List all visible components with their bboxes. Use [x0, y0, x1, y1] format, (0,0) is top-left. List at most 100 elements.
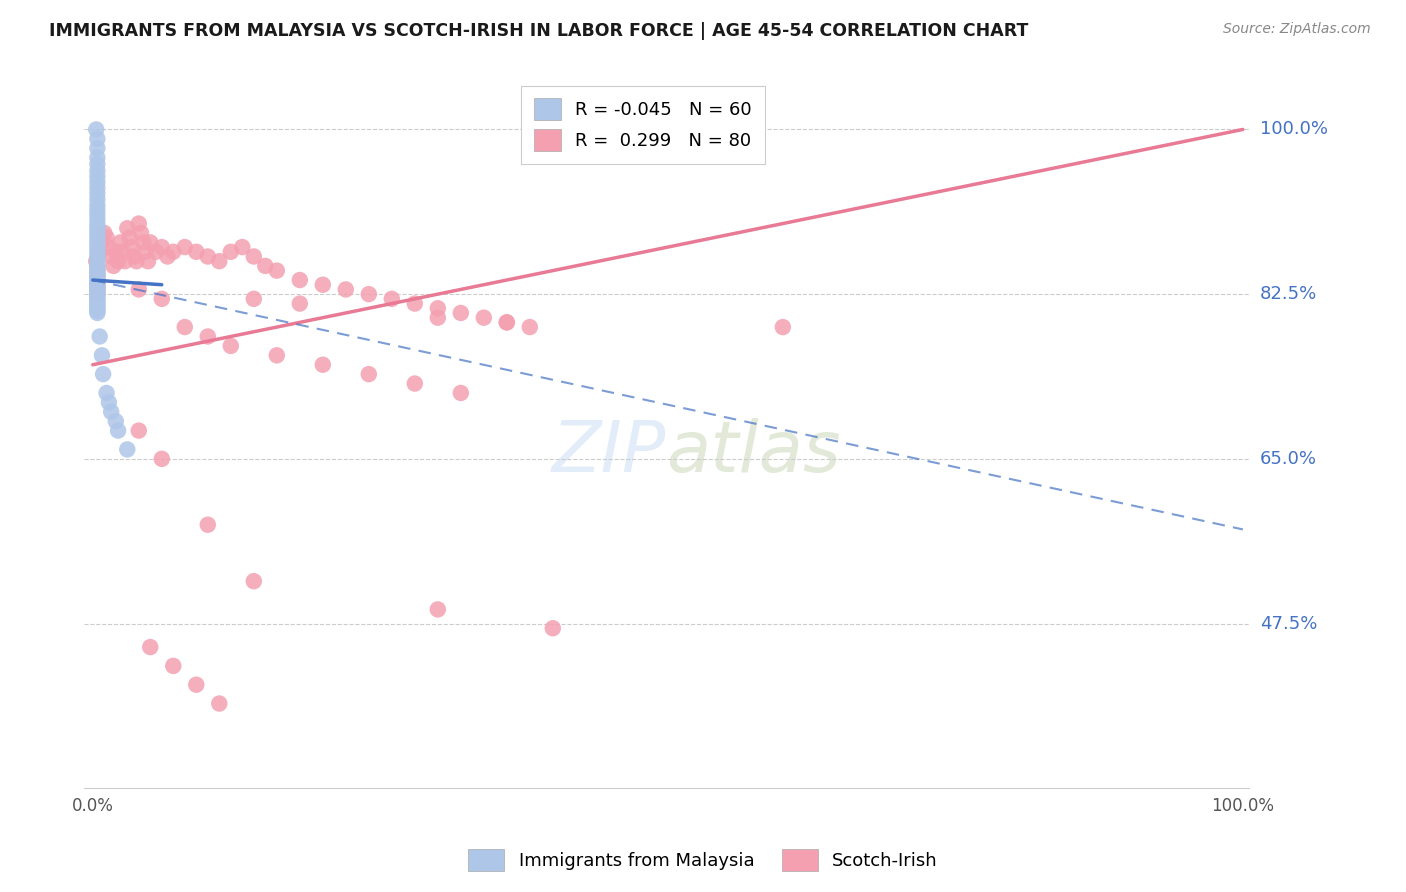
Point	[357, 367, 380, 381]
Point	[86, 227, 108, 242]
Point	[118, 230, 141, 244]
Point	[86, 257, 108, 271]
Point	[243, 250, 266, 264]
Text: Source: ZipAtlas.com: Source: ZipAtlas.com	[1223, 22, 1371, 37]
Point	[426, 602, 449, 616]
Point	[86, 207, 108, 221]
Point	[97, 240, 120, 254]
Point	[772, 320, 794, 334]
Point	[86, 302, 108, 317]
Point	[86, 141, 108, 155]
Point	[86, 272, 108, 286]
Point	[243, 292, 266, 306]
Point	[100, 250, 122, 264]
Point	[132, 235, 155, 250]
Point	[86, 263, 108, 277]
Point	[86, 289, 108, 303]
Point	[86, 277, 108, 292]
Point	[128, 424, 150, 438]
Point	[150, 240, 173, 254]
Point	[86, 254, 108, 268]
Point	[86, 287, 108, 301]
Point	[86, 217, 108, 231]
Point	[89, 244, 111, 259]
Point	[208, 254, 231, 268]
Point	[404, 296, 426, 310]
Point	[150, 451, 173, 466]
Point	[128, 217, 150, 231]
Point	[519, 320, 541, 334]
Point	[162, 244, 184, 259]
Point	[426, 310, 449, 325]
Point	[86, 169, 108, 184]
Point	[86, 277, 108, 292]
Point	[86, 251, 108, 265]
Point	[86, 235, 108, 250]
Point	[135, 244, 157, 259]
Point	[86, 151, 108, 165]
Point	[426, 301, 449, 316]
Point	[86, 260, 108, 274]
Point	[86, 220, 108, 235]
Point	[86, 132, 108, 146]
Point	[86, 259, 108, 273]
Point	[86, 284, 108, 298]
Point	[103, 259, 125, 273]
Point	[197, 250, 219, 264]
Point	[93, 226, 115, 240]
Point	[91, 235, 114, 250]
Point	[89, 329, 111, 343]
Point	[96, 230, 118, 244]
Point	[86, 279, 108, 293]
Point	[86, 273, 108, 287]
Point	[312, 277, 335, 292]
Point	[121, 240, 143, 254]
Point	[117, 221, 139, 235]
Point	[357, 287, 380, 301]
Point	[335, 282, 357, 296]
Point	[162, 659, 184, 673]
Point	[86, 246, 108, 260]
Point	[86, 285, 108, 300]
Point	[197, 517, 219, 532]
Point	[84, 254, 107, 268]
Point	[288, 296, 311, 310]
Point	[266, 348, 288, 362]
Point	[86, 265, 108, 279]
Point	[86, 301, 108, 315]
Point	[86, 243, 108, 257]
Point	[86, 224, 108, 238]
Point	[381, 292, 404, 306]
Point	[86, 304, 108, 318]
Point	[150, 292, 173, 306]
Point	[86, 274, 108, 288]
Point	[110, 235, 132, 250]
Point	[86, 198, 108, 212]
Legend: R = -0.045   N = 60, R =  0.299   N = 80: R = -0.045 N = 60, R = 0.299 N = 80	[522, 86, 765, 164]
Point	[219, 244, 242, 259]
Point	[288, 273, 311, 287]
Point	[86, 268, 108, 283]
Point	[231, 240, 253, 254]
Point	[266, 263, 288, 277]
Text: ZIP: ZIP	[551, 417, 666, 486]
Point	[86, 175, 108, 189]
Point	[86, 306, 108, 320]
Point	[186, 244, 208, 259]
Legend: Immigrants from Malaysia, Scotch-Irish: Immigrants from Malaysia, Scotch-Irish	[461, 842, 945, 879]
Point	[139, 235, 162, 250]
Point	[86, 281, 108, 295]
Point	[86, 296, 108, 310]
Point	[107, 254, 129, 268]
Text: 47.5%: 47.5%	[1260, 615, 1317, 632]
Point	[111, 244, 134, 259]
Point	[86, 298, 108, 312]
Point	[97, 395, 120, 409]
Point	[541, 621, 564, 635]
Point	[125, 254, 148, 268]
Point	[104, 414, 127, 428]
Point	[122, 250, 145, 264]
Point	[86, 202, 108, 217]
Text: 82.5%: 82.5%	[1260, 285, 1317, 303]
Point	[86, 192, 108, 206]
